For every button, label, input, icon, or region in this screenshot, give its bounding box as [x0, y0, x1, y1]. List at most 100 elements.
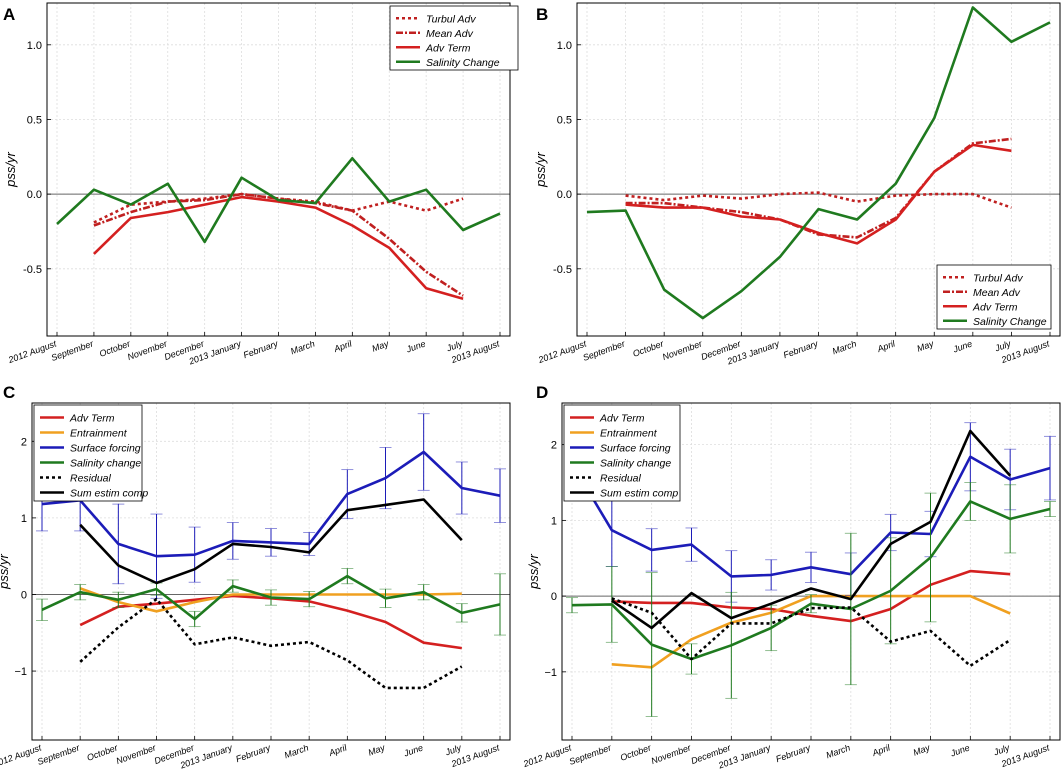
series-line: [41, 574, 501, 621]
panel-letter: C: [3, 383, 15, 402]
y-tick-label: −1: [544, 667, 557, 679]
series-line: [41, 450, 501, 558]
x-tick-label: November: [661, 338, 704, 362]
x-tick-label: 2012 August: [521, 742, 573, 769]
x-tick-label: 2012 August: [0, 742, 43, 769]
legend-label: Mean Adv: [973, 287, 1021, 299]
legend-box: [563, 404, 681, 502]
legend-label: Salinity Change: [426, 57, 500, 69]
series-line: [79, 498, 463, 585]
legend-label: Sum estim comp: [70, 488, 148, 500]
legend-label: Adv Term: [69, 413, 115, 425]
legend-box: [33, 404, 143, 502]
legend-box: [936, 264, 1052, 330]
legend-label: Surface forcing: [70, 443, 141, 455]
x-tick-label: February: [782, 338, 820, 360]
y-axis-label: pss/yr: [0, 553, 11, 589]
legend-label: Surface forcing: [600, 443, 671, 455]
legend-label: Sum estim comp: [600, 488, 678, 500]
series-line: [625, 143, 1012, 245]
plot-area: [566, 422, 1056, 717]
series-mean-adv: [93, 192, 464, 297]
legend-label: Salinity change: [600, 458, 671, 470]
y-tick-label: −1: [14, 666, 27, 678]
y-tick-label: 2: [21, 436, 27, 448]
y-axis-label: pss/yr: [526, 553, 541, 589]
y-tick-label: 1.0: [27, 40, 42, 52]
y-tick-label: 2: [551, 440, 557, 452]
y-tick-label: 0.0: [557, 189, 572, 201]
x-tick-label: September: [36, 742, 82, 767]
y-tick-label: 1: [551, 515, 557, 527]
x-tick-label: November: [650, 742, 693, 766]
x-tick-label: June: [404, 338, 427, 354]
series-adv-term: [625, 143, 1012, 245]
series-residual: [611, 597, 1011, 668]
series-residual: [79, 597, 463, 690]
x-tick-label: October: [619, 742, 653, 763]
axes-frame: [561, 402, 1061, 741]
series-sum-estim-comp: [611, 429, 1012, 630]
x-tick-label: April: [327, 742, 349, 758]
x-tick-label: June: [951, 338, 974, 354]
x-tick-label: April: [870, 742, 892, 758]
series-adv-term: [92, 195, 464, 300]
x-tick-label: February: [242, 338, 280, 360]
series-salinity-change: [566, 482, 1056, 717]
legend-label: Residual: [600, 473, 642, 485]
legend-label: Adv Term: [599, 413, 645, 425]
x-tick-label: October: [86, 742, 120, 763]
legend-label: Adv Term: [425, 42, 471, 54]
legend: Adv Term Entrainment Surface forcing Salini…: [33, 404, 148, 502]
y-axis-label: pss/yr: [3, 151, 18, 187]
x-tick-label: February: [234, 742, 272, 764]
x-tick-label: April: [332, 338, 354, 354]
series-line: [79, 597, 463, 690]
x-tick-label: October: [631, 338, 665, 359]
legend-box: [389, 5, 519, 71]
panel-letter: B: [536, 5, 548, 24]
axes-frame: [576, 2, 1061, 337]
x-tick-label: May: [371, 338, 391, 353]
x-tick-label: September: [581, 338, 627, 363]
y-tick-label: 0.0: [27, 189, 42, 201]
plot-area: [586, 6, 1051, 320]
x-tick-label: February: [774, 742, 812, 764]
x-tick-label: 2012 August: [536, 338, 588, 365]
axes-frame: [46, 2, 511, 337]
y-tick-label: 0: [21, 589, 27, 601]
y-tick-label: 0.5: [557, 114, 572, 126]
series-line: [611, 597, 1011, 668]
series-line: [571, 500, 1051, 661]
legend: Adv Term Entrainment Surface forcing Salini…: [563, 404, 681, 502]
legend-label: Entrainment: [600, 428, 658, 440]
x-tick-label: September: [50, 338, 96, 363]
y-tick-label: 0.5: [27, 114, 42, 126]
legend-label: Turbul Adv: [426, 13, 476, 25]
series-turbul-adv: [625, 191, 1012, 209]
x-tick-label: November: [115, 742, 158, 766]
x-tick-label: November: [126, 338, 169, 362]
x-tick-label: 2012 August: [6, 338, 58, 365]
series-line: [586, 6, 1051, 320]
plot-area: [56, 157, 501, 300]
legend-label: Adv Term: [972, 301, 1018, 313]
series-line: [56, 157, 501, 244]
x-tick-label: April: [875, 338, 897, 354]
legend: Turbul Adv Mean Adv Adv Term Salinity Chang…: [936, 264, 1052, 330]
legend-label: Entrainment: [70, 428, 128, 440]
series-salinity-change: [56, 157, 501, 244]
x-tick-label: June: [948, 742, 971, 758]
gridlines: [577, 3, 1060, 336]
legend-label: Salinity Change: [973, 316, 1047, 328]
legend-label: Mean Adv: [426, 28, 474, 40]
legend-label: Salinity change: [70, 458, 141, 470]
series-sum-estim-comp: [79, 498, 463, 585]
panel-letter: D: [536, 383, 548, 402]
